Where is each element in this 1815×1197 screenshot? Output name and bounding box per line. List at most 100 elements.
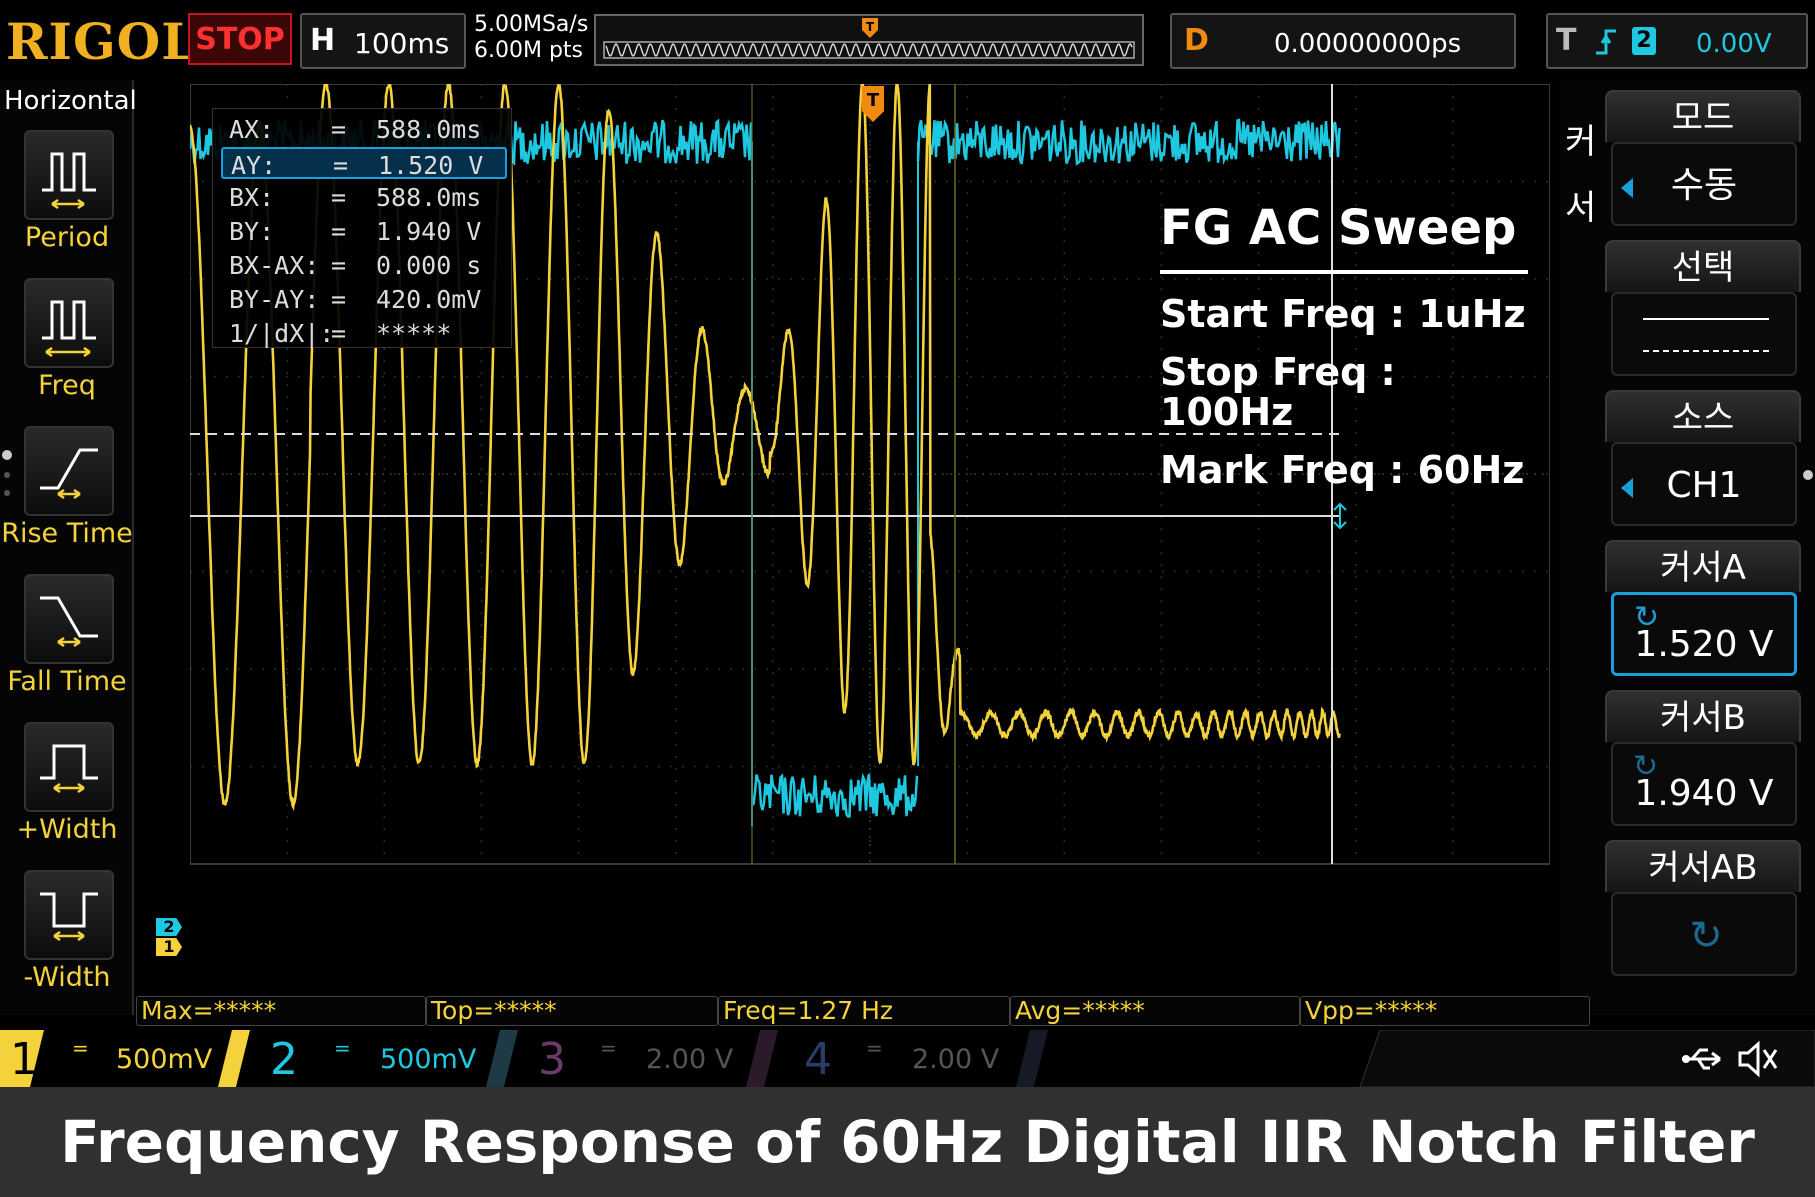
sweep-annotation: FG AC Sweep Start Freq : 1uHz Stop Freq …	[1160, 200, 1540, 490]
horizontal-measure-panel: Horizontal Period Freq Rise Time Fall Ti…	[0, 80, 137, 1015]
menu-source-button[interactable]: CH1	[1611, 442, 1797, 526]
annotation-mark-freq: Mark Freq : 60Hz	[1160, 448, 1525, 492]
ch3-coupling: =	[600, 1036, 617, 1060]
ch3-scale[interactable]: 2.00 V	[646, 1044, 734, 1075]
menu-cursor-a-value: 1.520 V	[1634, 624, 1774, 665]
channel-status-bar: 1 = 500mV 2 = 500mV 3 = 2.00 V 4 = 2.00 …	[0, 1030, 1815, 1087]
timebase-value: 100ms	[354, 27, 450, 60]
menu-mode-value: 수동	[1670, 165, 1738, 206]
readout-equals: =	[331, 285, 347, 314]
selector-arrow-icon	[1621, 478, 1633, 498]
menu-cursor-ab-header: 커서AB	[1605, 840, 1801, 892]
cursor-lines[interactable]	[190, 84, 1347, 864]
readout-equals: =	[331, 217, 347, 246]
svg-text:T: T	[866, 20, 875, 34]
ch3-number[interactable]: 3	[538, 1034, 566, 1085]
readout-key: BY-AY:	[229, 285, 320, 314]
readout-equals: =	[331, 319, 347, 348]
ch2-offset-marker[interactable]: 2	[156, 918, 182, 936]
readout-key: 1/|dX|:	[229, 319, 335, 348]
readout-equals: =	[331, 115, 347, 144]
readout-value: 1.940 V	[376, 217, 482, 246]
menu-cursor-a-header: 커서A	[1605, 540, 1801, 592]
cursor-readout-row: BX-AX: = 0.000 s	[221, 249, 507, 281]
positive-width-icon	[40, 744, 98, 794]
menu-select-button[interactable]	[1611, 292, 1797, 376]
freq-icon	[42, 300, 96, 358]
readout-value: 420.0mV	[376, 285, 482, 314]
ch4-scale[interactable]: 2.00 V	[912, 1044, 1000, 1075]
menu-cursor-b-header: 커서B	[1605, 690, 1801, 742]
measure-freq[interactable]: Freq=1.27 Hz	[718, 996, 1010, 1026]
ch1-number[interactable]: 1	[10, 1034, 38, 1085]
menu-select-header: 선택	[1605, 240, 1801, 292]
menu-cursor-a-button[interactable]: ↻ 1.520 V	[1611, 592, 1797, 676]
readout-key: AY:	[231, 151, 277, 180]
annotation-start-freq: Start Freq : 1uHz	[1160, 292, 1526, 336]
freq-button[interactable]	[24, 278, 114, 368]
readout-equals: =	[331, 251, 347, 280]
ch2-coupling: =	[334, 1036, 351, 1060]
readout-equals: =	[333, 151, 349, 180]
period-button[interactable]	[24, 130, 114, 220]
rise-time-button[interactable]	[24, 426, 114, 516]
trigger-level: 0.00V	[1696, 29, 1772, 59]
acquisition-info: 5.00MSa/s 6.00M pts	[474, 12, 588, 64]
menu-mode-header: 모드	[1605, 90, 1801, 142]
period-icon	[42, 152, 96, 210]
cursor-readout-row-selected: AY: = 1.520 V	[221, 147, 507, 180]
ch1-offset-marker[interactable]: 1	[156, 938, 182, 956]
ch1-scale[interactable]: 500mV	[116, 1044, 213, 1075]
trigger-box[interactable]: T 2 0.00V	[1546, 13, 1808, 69]
ch2-scale[interactable]: 500mV	[380, 1044, 477, 1075]
rise-time-icon	[40, 448, 98, 500]
cursor-readout-row: 1/|dX|: = *****	[221, 317, 507, 349]
menu-source-header: 소스	[1605, 390, 1801, 442]
measure-max[interactable]: Max=*****	[136, 996, 426, 1026]
run-stop-indicator[interactable]: STOP	[188, 13, 292, 65]
speaker-mute-icon[interactable]	[1736, 1040, 1780, 1078]
ch1-coupling: =	[72, 1036, 89, 1060]
timebase-label: H	[310, 23, 336, 58]
knob-icon: ↻	[1633, 749, 1659, 784]
solid-line-icon	[1643, 318, 1769, 320]
graticule-border	[190, 84, 1550, 865]
readout-value: 1.520 V	[378, 151, 484, 180]
menu-cursor-ab-button[interactable]: ↻	[1611, 892, 1797, 976]
trigger-edge-icon	[1596, 29, 1616, 55]
delay-value: 0.00000000ps	[1274, 29, 1462, 59]
cursor-readout-row: BY-AY: = 420.0mV	[221, 283, 507, 315]
measure-top[interactable]: Top=*****	[426, 996, 718, 1026]
fall-time-label: Fall Time	[7, 666, 127, 697]
fall-time-button[interactable]	[24, 574, 114, 664]
menu-side-label-top: 커	[1565, 122, 1597, 162]
selector-arrow-icon	[1621, 178, 1633, 198]
readout-value: *****	[376, 319, 452, 348]
ch2-trace-segment	[751, 772, 919, 818]
menu-cursor-b-button[interactable]: ↻ 1.940 V	[1611, 742, 1797, 826]
readout-value: 0.000 s	[376, 251, 482, 280]
memory-overview-strip[interactable]: T	[594, 14, 1144, 66]
panel-title: Horizontal	[4, 86, 137, 116]
cursor-readout-panel: AX: = 588.0ms AY: = 1.520 V BX: = 588.0m…	[212, 108, 512, 348]
ch2-number[interactable]: 2	[270, 1034, 298, 1085]
trigger-source-badge: 2	[1632, 27, 1656, 55]
timebase-box[interactable]: H 100ms	[300, 13, 466, 69]
usb-icon	[1682, 1048, 1721, 1070]
delay-box[interactable]: D 0.00000000ps	[1170, 13, 1516, 69]
negative-width-button[interactable]	[24, 870, 114, 960]
measure-avg[interactable]: Avg=*****	[1010, 996, 1300, 1026]
period-label: Period	[24, 222, 110, 253]
ch4-number[interactable]: 4	[804, 1034, 832, 1085]
menu-source-value: CH1	[1666, 465, 1742, 506]
menu-cursor-b-value: 1.940 V	[1634, 773, 1774, 814]
brand-logo: RIGOL	[6, 12, 198, 71]
memory-depth: 6.00M pts	[474, 38, 584, 63]
cursor-readout-row: BY: = 1.940 V	[221, 215, 507, 247]
readout-value: 588.0ms	[376, 183, 482, 212]
menu-mode-button[interactable]: 수동	[1611, 142, 1797, 226]
measure-vpp[interactable]: Vpp=*****	[1300, 996, 1590, 1026]
positive-width-button[interactable]	[24, 722, 114, 812]
trigger-position-marker[interactable]: T	[862, 86, 884, 122]
overview-trigger-marker	[862, 18, 878, 38]
